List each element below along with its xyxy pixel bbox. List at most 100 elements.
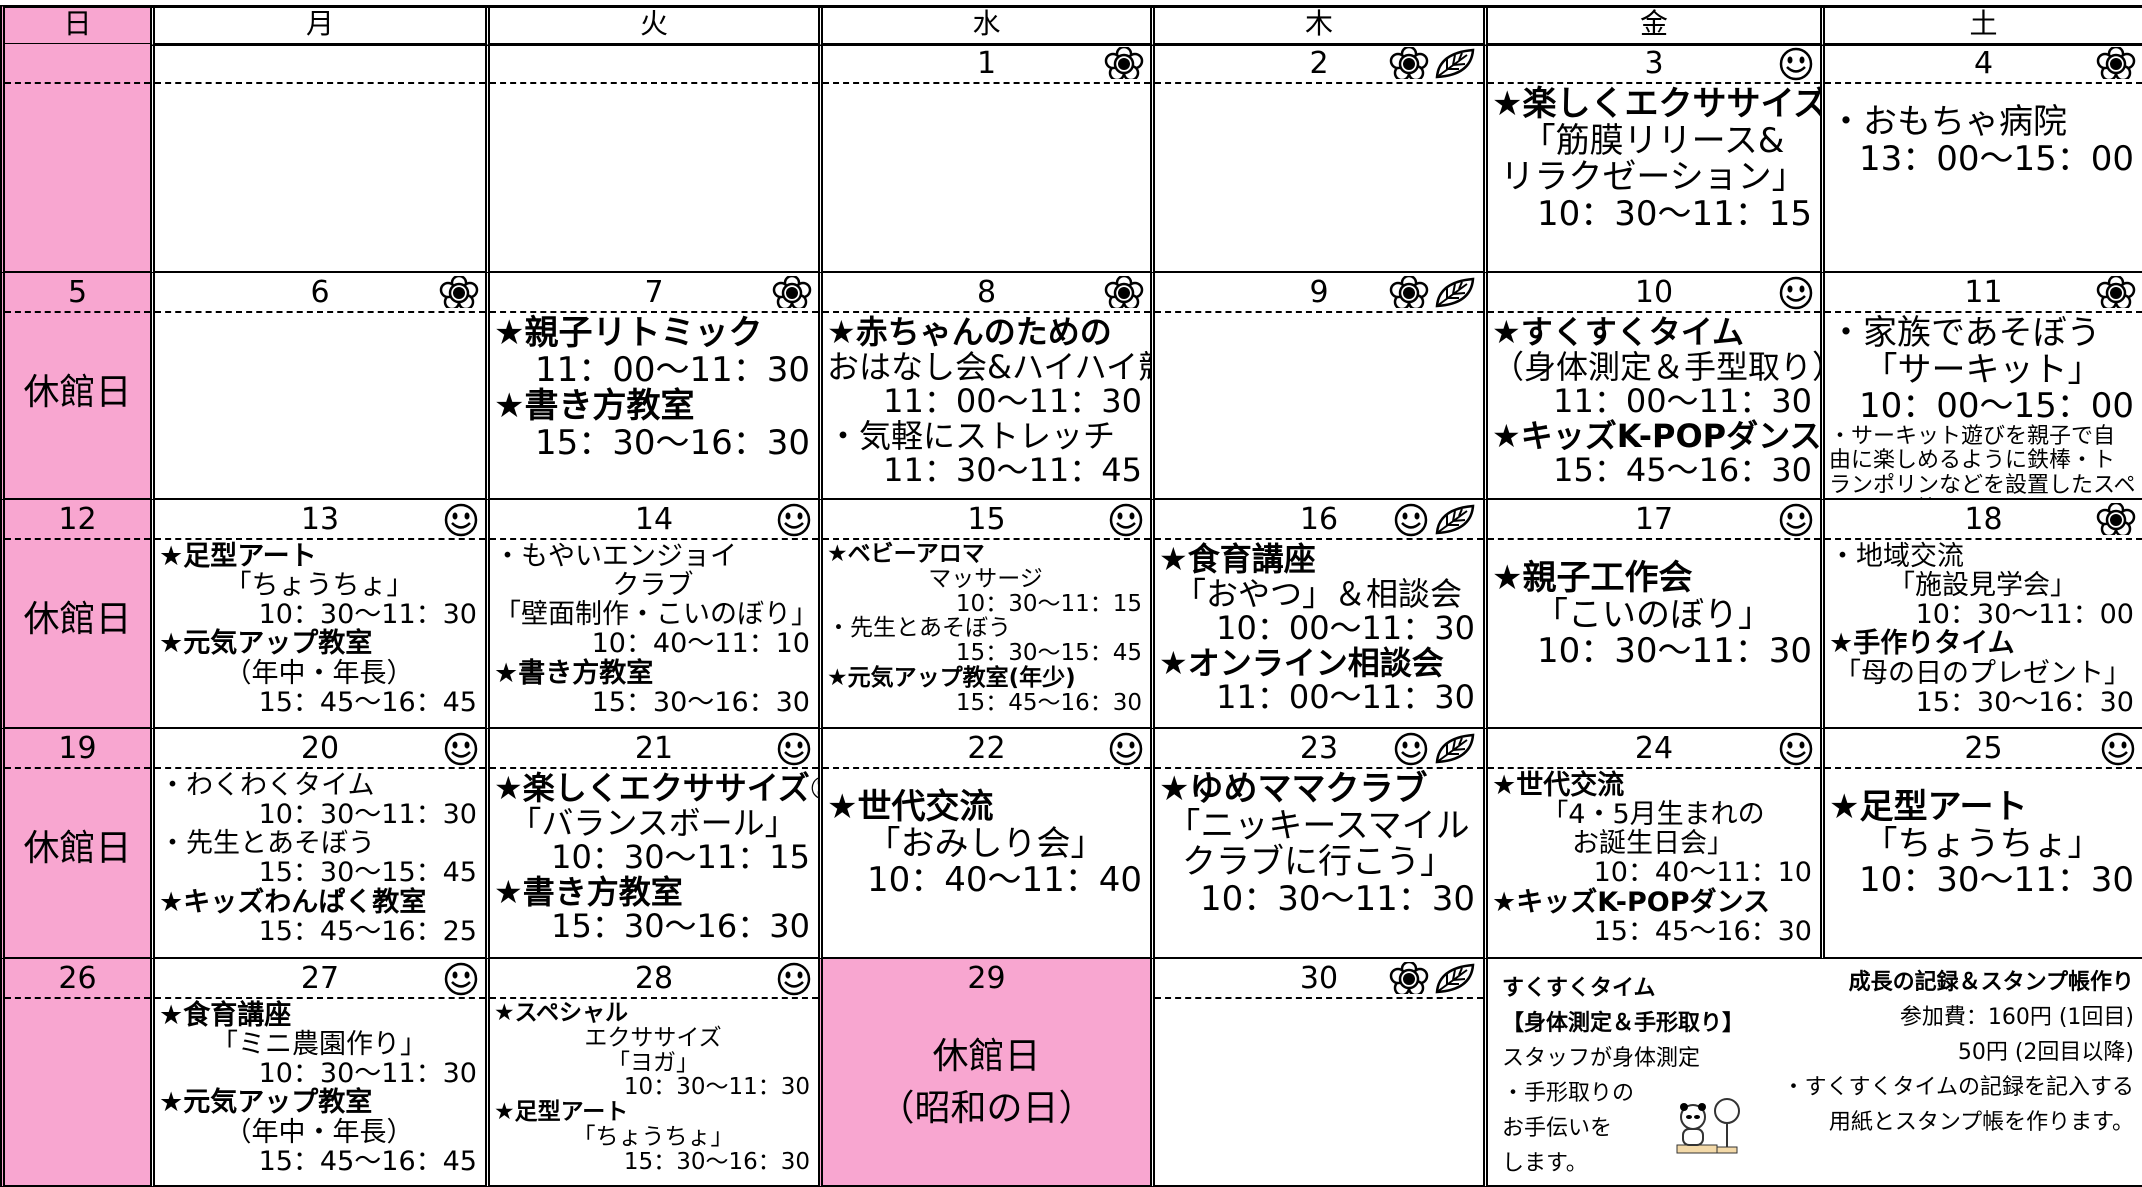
event-line: ・先生とあそぼう bbox=[827, 615, 1011, 642]
events: ★世代交流 「おみしり会」 10：40～11：40 bbox=[823, 769, 1150, 899]
day-cell: 17 ★親子工作会 「こいのぼり」 10：30～11：30 bbox=[1483, 500, 1820, 729]
day-header: 水 bbox=[818, 5, 1150, 46]
date-strip: 8 bbox=[823, 273, 1150, 313]
events: ★スペシャル エクササイズ 「ヨガ」 10：30～11：30 ★足型アート 「ちょうちょ」… bbox=[490, 999, 818, 1175]
event-line: ★食育講座 bbox=[1159, 540, 1316, 578]
event-line: 15：30～16：30 bbox=[551, 907, 810, 946]
event-line: 10：40～11：10 bbox=[1593, 857, 1812, 889]
event-line: 11：00～11：30 bbox=[883, 382, 1142, 421]
date: 17 bbox=[1634, 502, 1674, 537]
event-line: ・わくわくタイム bbox=[159, 770, 375, 801]
event-line: マッサージ bbox=[928, 565, 1043, 592]
event-line: 15：30～16：30 bbox=[623, 1148, 810, 1175]
icons bbox=[772, 276, 812, 308]
icons bbox=[1108, 503, 1144, 537]
day-cell: 25 ★足型アート 「ちょうちょ」 10：30～11：30 bbox=[1820, 729, 2142, 959]
date-strip: 7 bbox=[490, 273, 818, 313]
date-strip: 9 bbox=[1155, 273, 1483, 313]
event-line: 15：30～15：45 bbox=[258, 857, 477, 889]
event-line: 10：30～11：15 bbox=[955, 590, 1142, 617]
date: 24 bbox=[1634, 731, 1674, 766]
event-line: ★書き方教室 bbox=[494, 872, 683, 911]
icons bbox=[443, 503, 479, 537]
event-line: ・家族であそぼう bbox=[1829, 313, 2101, 353]
event-line: 10：30～11：30 bbox=[258, 1058, 477, 1090]
icons bbox=[1778, 503, 1814, 537]
event-line: 「おみしり会」 bbox=[866, 823, 1105, 864]
event-line: 10：00～15：00 bbox=[1858, 386, 2134, 427]
date-strip: 6 bbox=[155, 273, 485, 313]
event-line: 「施設見学会」 bbox=[1888, 570, 2077, 602]
events: ★足型アート 「ちょうちょ」 10：30～11：30 ★元気アップ教室 （年中・年長） 1… bbox=[155, 540, 485, 717]
note-line: 50円 (2回目以降) bbox=[1957, 1040, 2134, 1065]
panda-illustration bbox=[1673, 1089, 1743, 1163]
icons bbox=[2096, 503, 2136, 535]
event-line: リラクゼーション」 bbox=[1500, 157, 1806, 198]
closed-label: 休館日 bbox=[932, 1036, 1041, 1077]
event-line: 10：30～11：30 bbox=[258, 799, 477, 831]
event-line: ★書き方教室 bbox=[494, 657, 654, 689]
day-cell: 4 ・おもちゃ病院 13：00～15：00 bbox=[1820, 44, 2142, 273]
date-strip bbox=[155, 44, 485, 84]
day-cell: 14 ・もやいエンジョイ クラブ 「壁面制作・こいのぼり」 10：40～11：10 ★書き… bbox=[485, 500, 818, 729]
day-cell: 30 bbox=[1150, 959, 1483, 1187]
event-line: ★赤ちゃんのための bbox=[827, 313, 1112, 351]
day-cell: 29 休館日 （昭和の日） bbox=[818, 959, 1150, 1187]
note-line: スタッフが身体測定 bbox=[1502, 1046, 1701, 1071]
date-strip bbox=[490, 44, 818, 84]
icons bbox=[1104, 47, 1144, 79]
event-line: 15：30～16：30 bbox=[591, 686, 810, 718]
event-line: ★キッズわんぱく教室 bbox=[159, 886, 427, 918]
event-line: ・サーキット遊びを親子で自由に楽しめるように鉄棒・トランポリンなどを設置したスペ… bbox=[1829, 424, 2136, 498]
date: 12 bbox=[58, 502, 97, 537]
event-line: 10：30～11：15 bbox=[1536, 194, 1812, 235]
icons bbox=[776, 503, 812, 537]
event-line: 「ちょうちょ」 bbox=[1863, 823, 2102, 864]
icons bbox=[1389, 47, 1477, 79]
date: 8 bbox=[976, 275, 997, 310]
icons bbox=[1393, 732, 1477, 766]
event-line: 「壁面制作・こいのぼり」 bbox=[494, 599, 818, 631]
date-strip: 21 bbox=[490, 729, 818, 769]
day-cell: 26 bbox=[0, 959, 150, 1187]
event-line: ★楽しくエクササイズ① bbox=[1492, 84, 1820, 124]
icons bbox=[776, 732, 812, 766]
event-line: ★親子リトミック bbox=[494, 313, 763, 353]
date: 2 bbox=[1309, 46, 1329, 81]
event-line: 15：30～16：30 bbox=[534, 423, 810, 464]
event-line: 10：30～11：30 bbox=[1536, 631, 1812, 672]
day-cell: 12 休館日 bbox=[0, 500, 150, 729]
date: 6 bbox=[310, 275, 330, 310]
note-line: 用紙とスタンプ帳を作ります。 bbox=[1828, 1110, 2134, 1135]
event-line: 10：30～11：30 bbox=[623, 1074, 810, 1101]
date: 11 bbox=[1964, 275, 2003, 310]
icons bbox=[2096, 276, 2136, 308]
date: 29 bbox=[967, 961, 1006, 996]
date: 20 bbox=[300, 731, 340, 766]
event-line: ★元気アップ教室 bbox=[159, 1087, 373, 1119]
info-box: すくすくタイム 【身体測定＆手形取り】 スタッフが身体測定 ・手形取りの お手伝いを しま… bbox=[1483, 959, 2142, 1187]
events: ★楽しくエクササイズ① 「筋膜リリース& リラクゼーション」 10：30～11：15 bbox=[1488, 84, 1820, 233]
closed-label: 休館日 bbox=[23, 372, 132, 413]
closed-label: 休館日 bbox=[23, 599, 132, 640]
event-line: 「ちょうちょ」 bbox=[224, 570, 414, 602]
date-strip: 13 bbox=[155, 500, 485, 540]
day-cell: 6 bbox=[150, 273, 485, 500]
event-line: ・もやいエンジョイ bbox=[494, 541, 737, 572]
events: ・もやいエンジョイ クラブ 「壁面制作・こいのぼり」 10：40～11：10 ★書き方教… bbox=[490, 540, 818, 717]
event-line: 11：00～11：30 bbox=[1553, 382, 1812, 421]
event-line: 15：45～16：25 bbox=[258, 915, 477, 947]
day-cell bbox=[485, 44, 818, 273]
event-line: ★スペシャル bbox=[494, 1000, 629, 1026]
date: 23 bbox=[1299, 731, 1339, 766]
events: ★世代交流 「4・5月生まれの お誕生日会」 10：40～11：10 ★キッズK-POP… bbox=[1488, 769, 1820, 946]
day-cell: 20 ・わくわくタイム 10：30～11：30 ・先生とあそぼう 15：30～15：45… bbox=[150, 729, 485, 959]
event-line: ★足型アート bbox=[494, 1099, 629, 1126]
date-strip: 2 bbox=[1155, 44, 1483, 84]
icons bbox=[1778, 732, 1814, 766]
icons bbox=[443, 962, 479, 996]
date: 19 bbox=[58, 731, 97, 766]
date-strip: 24 bbox=[1488, 729, 1820, 769]
icons bbox=[1778, 276, 1814, 310]
event-line: ★すくすくタイム bbox=[1492, 313, 1745, 351]
